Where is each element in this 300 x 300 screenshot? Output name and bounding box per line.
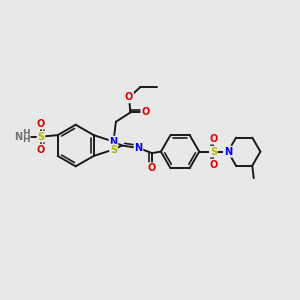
Text: O: O — [209, 134, 218, 144]
Text: O: O — [148, 163, 156, 173]
Text: S: S — [210, 147, 217, 157]
Text: O: O — [141, 107, 149, 117]
Text: N: N — [110, 136, 118, 147]
Text: O: O — [125, 92, 133, 103]
Text: N: N — [134, 143, 142, 153]
Text: S: S — [110, 145, 117, 154]
Text: O: O — [37, 119, 45, 129]
Text: H: H — [22, 135, 30, 144]
Text: N: N — [224, 147, 232, 157]
Text: N: N — [15, 132, 23, 142]
Text: O: O — [37, 145, 45, 154]
Text: H: H — [22, 129, 30, 138]
Text: N: N — [224, 147, 232, 157]
Text: S: S — [38, 132, 45, 142]
Text: O: O — [209, 160, 218, 170]
